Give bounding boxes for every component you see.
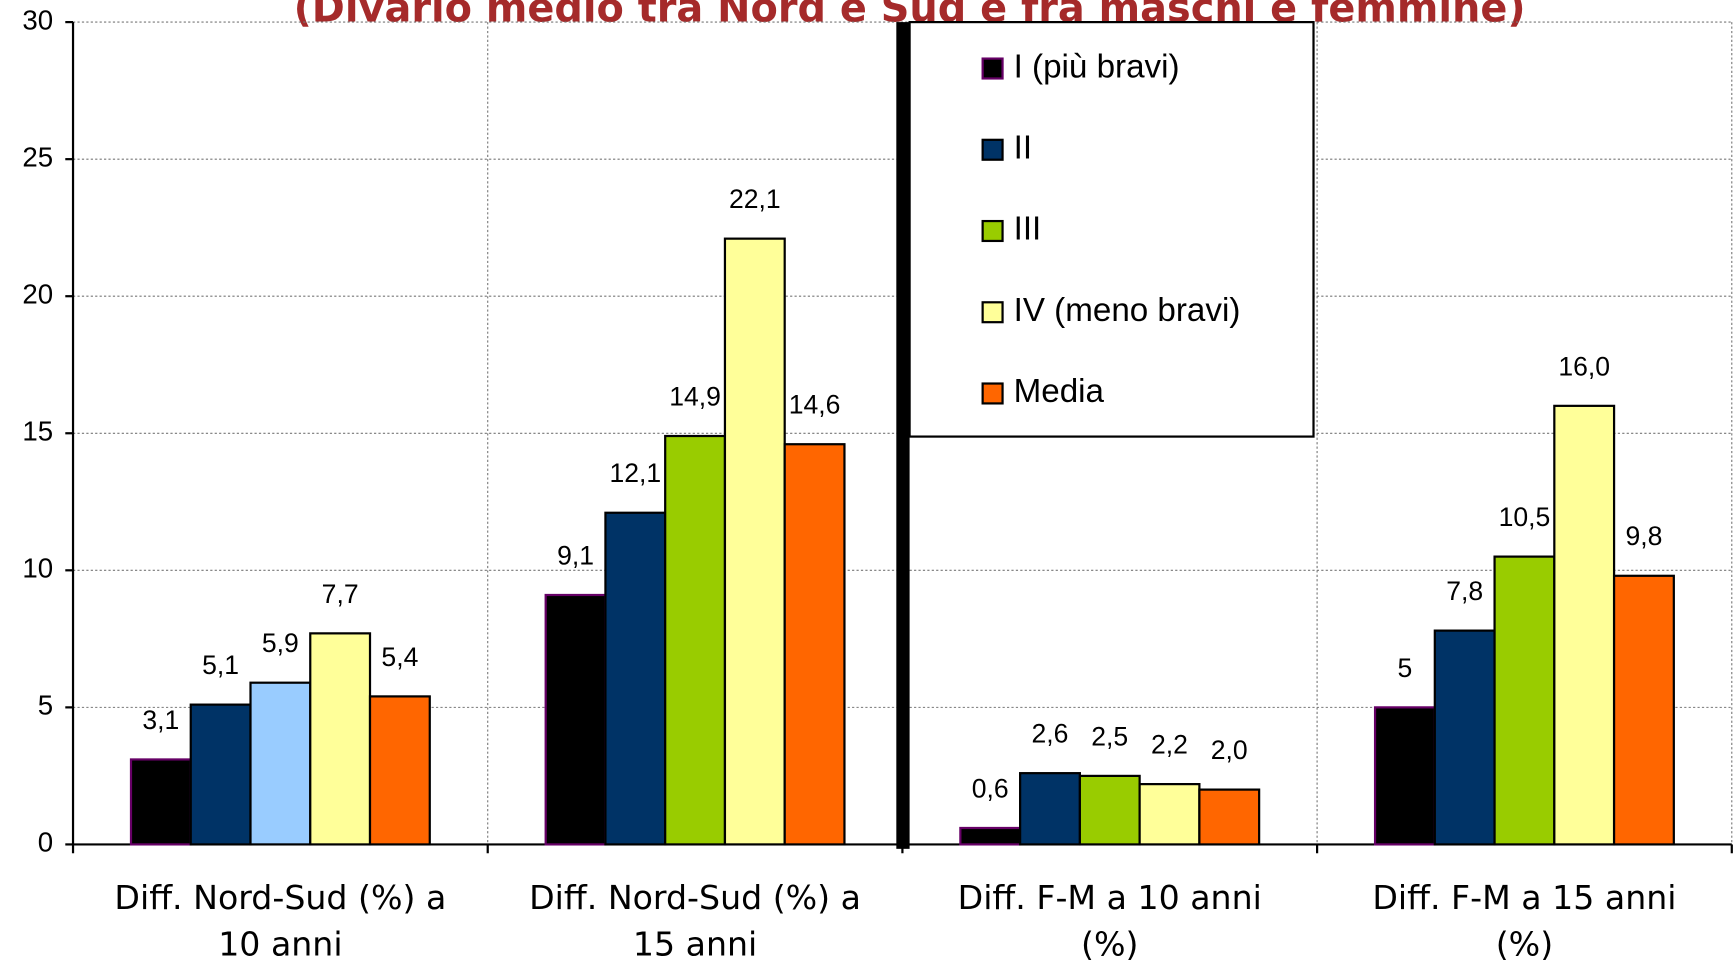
y-tick-label: 15 [22,416,53,447]
bar [1433,629,1496,846]
y-tick-label: 10 [22,553,53,584]
bar [129,758,192,846]
value-label: 14,9 [669,381,721,411]
legend-swatch [981,57,1004,80]
bar [1612,574,1675,846]
y-tick-label: 30 [22,4,53,35]
bar [368,695,431,846]
x-tick-label: Diff. Nord-Sud (%) a [114,878,446,917]
y-tick-label: 0 [38,827,53,858]
legend-box [908,21,1315,438]
legend-label: Media [1014,373,1105,410]
x-tick-label: 10 anni [218,925,342,964]
value-label: 2,6 [1032,719,1069,749]
x-tick-label: Diff. Nord-Sud (%) a [529,878,861,917]
bar [1198,788,1261,846]
value-label: 3,1 [142,705,179,735]
value-label: 16,0 [1558,351,1610,381]
bar [309,632,372,846]
bar [1373,706,1436,846]
value-label: 2,0 [1211,735,1248,765]
legend-label: I (più bravi) [1014,48,1180,85]
x-tick-label: 15 anni [633,925,757,964]
x-tick-label: Diff. F-M a 15 anni [1372,878,1676,917]
bar [1493,555,1556,846]
x-tick-label: (%) [1081,925,1138,964]
value-label: 5 [1398,653,1413,683]
bar [1138,783,1201,846]
value-label: 2,2 [1151,730,1188,760]
value-label: 9,8 [1625,521,1662,551]
bar [249,681,312,846]
value-label: 2,5 [1091,721,1128,751]
value-label: 14,6 [789,390,841,420]
bar [1553,404,1616,846]
separator [896,22,910,849]
value-label: 9,1 [557,540,594,570]
value-label: 5,9 [262,628,299,658]
value-label: 12,1 [609,458,661,488]
x-tick-label: Diff. F-M a 10 anni [958,878,1262,917]
value-label: 5,1 [202,650,239,680]
legend-swatch [981,219,1004,243]
legend-label: III [1014,211,1042,248]
legend-label: II [1014,130,1032,167]
value-label: 10,5 [1499,502,1551,532]
value-label: 7,7 [322,579,359,609]
value-label: 7,8 [1446,576,1483,606]
bar [664,434,727,846]
bar [1019,772,1081,846]
value-label: 0,6 [972,773,1009,803]
y-tick-label: 5 [38,690,53,721]
value-label: 5,4 [381,642,418,672]
legend-label: IV (meno bravi) [1014,292,1241,329]
legend-swatch [981,138,1004,161]
value-label: 22,1 [729,184,781,214]
bar [544,593,607,846]
bar [959,826,1022,846]
y-tick-label: 25 [22,141,53,172]
bar [189,703,252,846]
bar [1078,774,1141,846]
legend-swatch [981,382,1004,405]
legend-swatch [981,301,1004,324]
x-tick-label: (%) [1496,925,1553,964]
y-tick-label: 20 [22,279,53,310]
bar [604,511,667,846]
bar [783,443,846,846]
bar [723,237,786,846]
